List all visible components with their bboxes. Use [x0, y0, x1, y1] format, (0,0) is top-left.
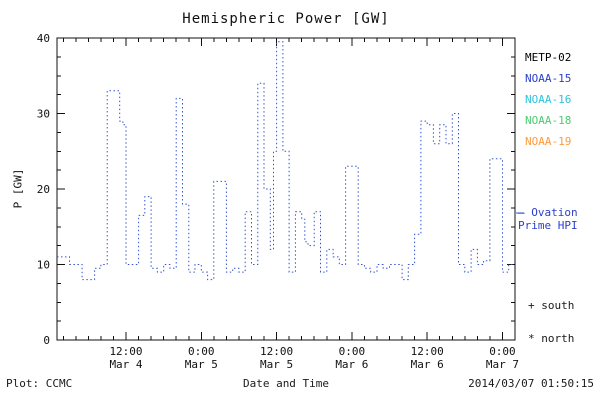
- legend-item-noaa15: NOAA-15: [525, 72, 572, 85]
- x-tick-time-label: 12:00: [411, 345, 444, 358]
- x-tick-time-label: 0:00: [339, 345, 366, 358]
- x-tick-time-label: 12:00: [109, 345, 142, 358]
- timestamp-label: 2014/03/07 01:50:15: [468, 377, 594, 390]
- legend-item-noaa19: NOAA-19: [525, 135, 572, 148]
- y-tick-label: 40: [37, 32, 50, 45]
- x-tick-date-label: Mar 4: [109, 358, 142, 371]
- y-tick-label: 0: [43, 334, 50, 347]
- x-tick-date-label: Mar 5: [185, 358, 218, 371]
- plot-frame: [56, 37, 516, 341]
- y-tick-label: 30: [37, 108, 50, 121]
- x-tick-date-label: Mar 5: [260, 358, 293, 371]
- plot-source-label: Plot: CCMC: [6, 377, 73, 390]
- legend-ovation-line1: — Ovation: [518, 206, 578, 219]
- legend-item-noaa18: NOAA-18: [525, 114, 572, 127]
- legend-marker-south: + south: [528, 299, 575, 312]
- x-tick-date-label: Mar 6: [335, 358, 368, 371]
- y-tick-label: 20: [37, 183, 50, 196]
- y-tick-label: 10: [37, 259, 50, 272]
- x-tick-time-label: 12:00: [260, 345, 293, 358]
- hpi-data-line: [57, 41, 515, 281]
- x-axis-label: Date and Time: [242, 377, 330, 390]
- x-tick-date-label: Mar 7: [486, 358, 519, 371]
- legend-ovation-line2: Prime HPI: [518, 219, 578, 232]
- legend-item-noaa16: NOAA-16: [525, 93, 572, 106]
- legend: METP-02 NOAA-15 NOAA-16 NOAA-18 NOAA-19: [525, 47, 571, 152]
- legend-marker-north: * north: [528, 332, 575, 345]
- legend-ovation-prime-hpi: — Ovation Prime HPI: [518, 206, 578, 232]
- x-tick-time-label: 0:00: [188, 345, 215, 358]
- x-tick-date-label: Mar 6: [411, 358, 444, 371]
- chart-title: Hemispheric Power [GW]: [182, 11, 390, 27]
- x-tick-time-label: 0:00: [489, 345, 516, 358]
- y-axis-label: P [GW]: [11, 168, 25, 209]
- legend-item-metp02: METP-02: [525, 51, 572, 64]
